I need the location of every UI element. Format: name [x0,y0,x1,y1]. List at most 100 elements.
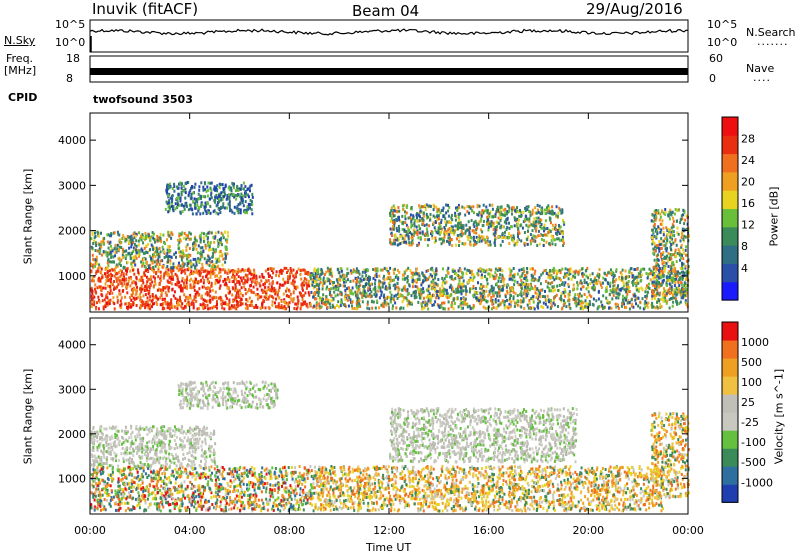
power-cell [376,269,379,273]
power-cell [171,187,174,190]
power-cell [168,249,171,253]
power-cell [577,270,580,274]
power-cell [654,287,657,291]
power-cell [413,296,416,300]
power-cell [333,281,335,284]
power-cell [423,223,426,227]
power-cell [338,305,340,309]
power-cell [418,213,421,217]
power-cell [115,279,118,283]
power-cell [202,302,205,306]
power-cell [622,280,625,284]
power-cell [101,275,104,279]
power-cell [303,280,305,283]
power-cell [478,204,481,208]
power-cell [443,307,446,311]
power-cell [492,224,495,228]
power-cell [116,299,119,302]
power-cell [195,263,198,267]
power-cell [159,279,162,282]
power-cell [209,276,212,279]
power-cell [680,283,683,287]
power-cell [244,302,247,306]
power-cell [208,280,211,284]
power-cell [411,235,414,239]
power-cell [646,284,648,288]
power-cell [564,267,567,271]
power-cell [436,215,439,219]
power-cell [199,240,202,244]
power-cell [218,194,221,198]
power-cell [303,293,306,297]
power-cell [135,251,138,255]
power-cell [156,248,159,252]
power-cell [529,239,532,243]
power-cell [142,302,145,306]
power-cell [234,289,237,293]
power-cell [249,199,252,202]
power-cell [610,306,613,310]
power-cell [440,290,443,294]
power-cell [419,227,422,231]
power-cell [251,272,254,276]
power-cell [447,307,450,311]
power-cell [190,192,193,196]
power-cell [532,224,535,228]
power-cell [431,231,434,235]
power-cell [131,294,134,298]
power-cell [451,301,453,305]
power-cell [305,302,308,306]
power-cell [398,229,401,233]
power-cell [116,272,119,276]
power-cell [220,198,223,202]
power-cell [185,233,188,237]
power-cell [515,301,518,305]
power-cell [435,282,438,286]
power-cell [185,237,188,241]
power-cell [122,275,125,279]
power-cell [462,284,465,288]
power-cell [226,231,229,235]
power-cell [547,281,550,285]
power-cell [409,302,412,305]
power-cell [512,290,515,294]
power-cell [390,209,393,213]
power-cell [411,217,414,221]
power-cell [124,295,127,299]
power-cell [644,295,647,298]
power-cell [645,296,648,300]
power-cell [193,288,196,292]
power-cell [157,265,160,269]
power-cell [142,300,145,304]
power-cell [459,303,462,307]
power-cell [587,276,589,280]
power-cell [183,231,186,235]
power-cell [406,304,409,308]
power-cell [217,212,220,216]
power-cell [152,275,155,279]
power-cell [246,307,249,311]
power-cell [124,239,127,243]
power-cell [462,232,465,236]
power-cell [362,290,365,294]
power-cell [367,294,369,298]
power-cell [439,291,442,295]
power-cell [176,307,179,311]
power-cell [230,306,232,310]
power-cell [169,276,172,280]
power-cell [91,279,93,283]
power-cell [403,240,406,244]
power-cell [410,221,413,225]
power-cell [553,303,556,307]
power-cell [270,276,273,280]
power-cell [526,217,528,221]
power-cell [192,199,195,203]
power-cell [191,185,193,189]
power-cell [198,269,200,273]
time-xlabel: Time UT [366,541,412,554]
power-cell [529,306,532,310]
power-cell [157,258,160,262]
power-cell [217,198,220,201]
power-cell [563,287,566,291]
power-cell [421,217,424,220]
